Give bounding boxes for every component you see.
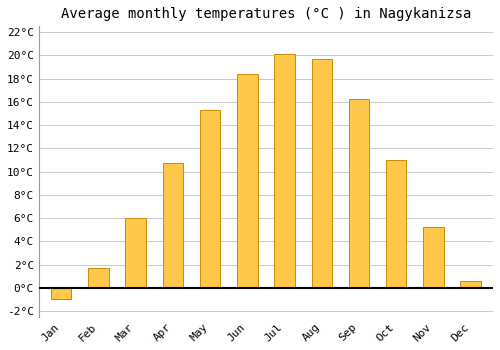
Bar <box>200 110 220 288</box>
Bar <box>423 227 444 288</box>
Bar <box>126 218 146 288</box>
Title: Average monthly temperatures (°C ) in Nagykanizsa: Average monthly temperatures (°C ) in Na… <box>60 7 471 21</box>
Bar <box>386 160 406 288</box>
Bar <box>349 99 370 288</box>
Bar <box>162 163 183 288</box>
Bar <box>274 54 295 288</box>
Bar <box>51 288 72 299</box>
Bar <box>88 268 108 288</box>
Bar <box>237 74 258 288</box>
Bar <box>312 59 332 288</box>
Bar <box>460 281 481 288</box>
